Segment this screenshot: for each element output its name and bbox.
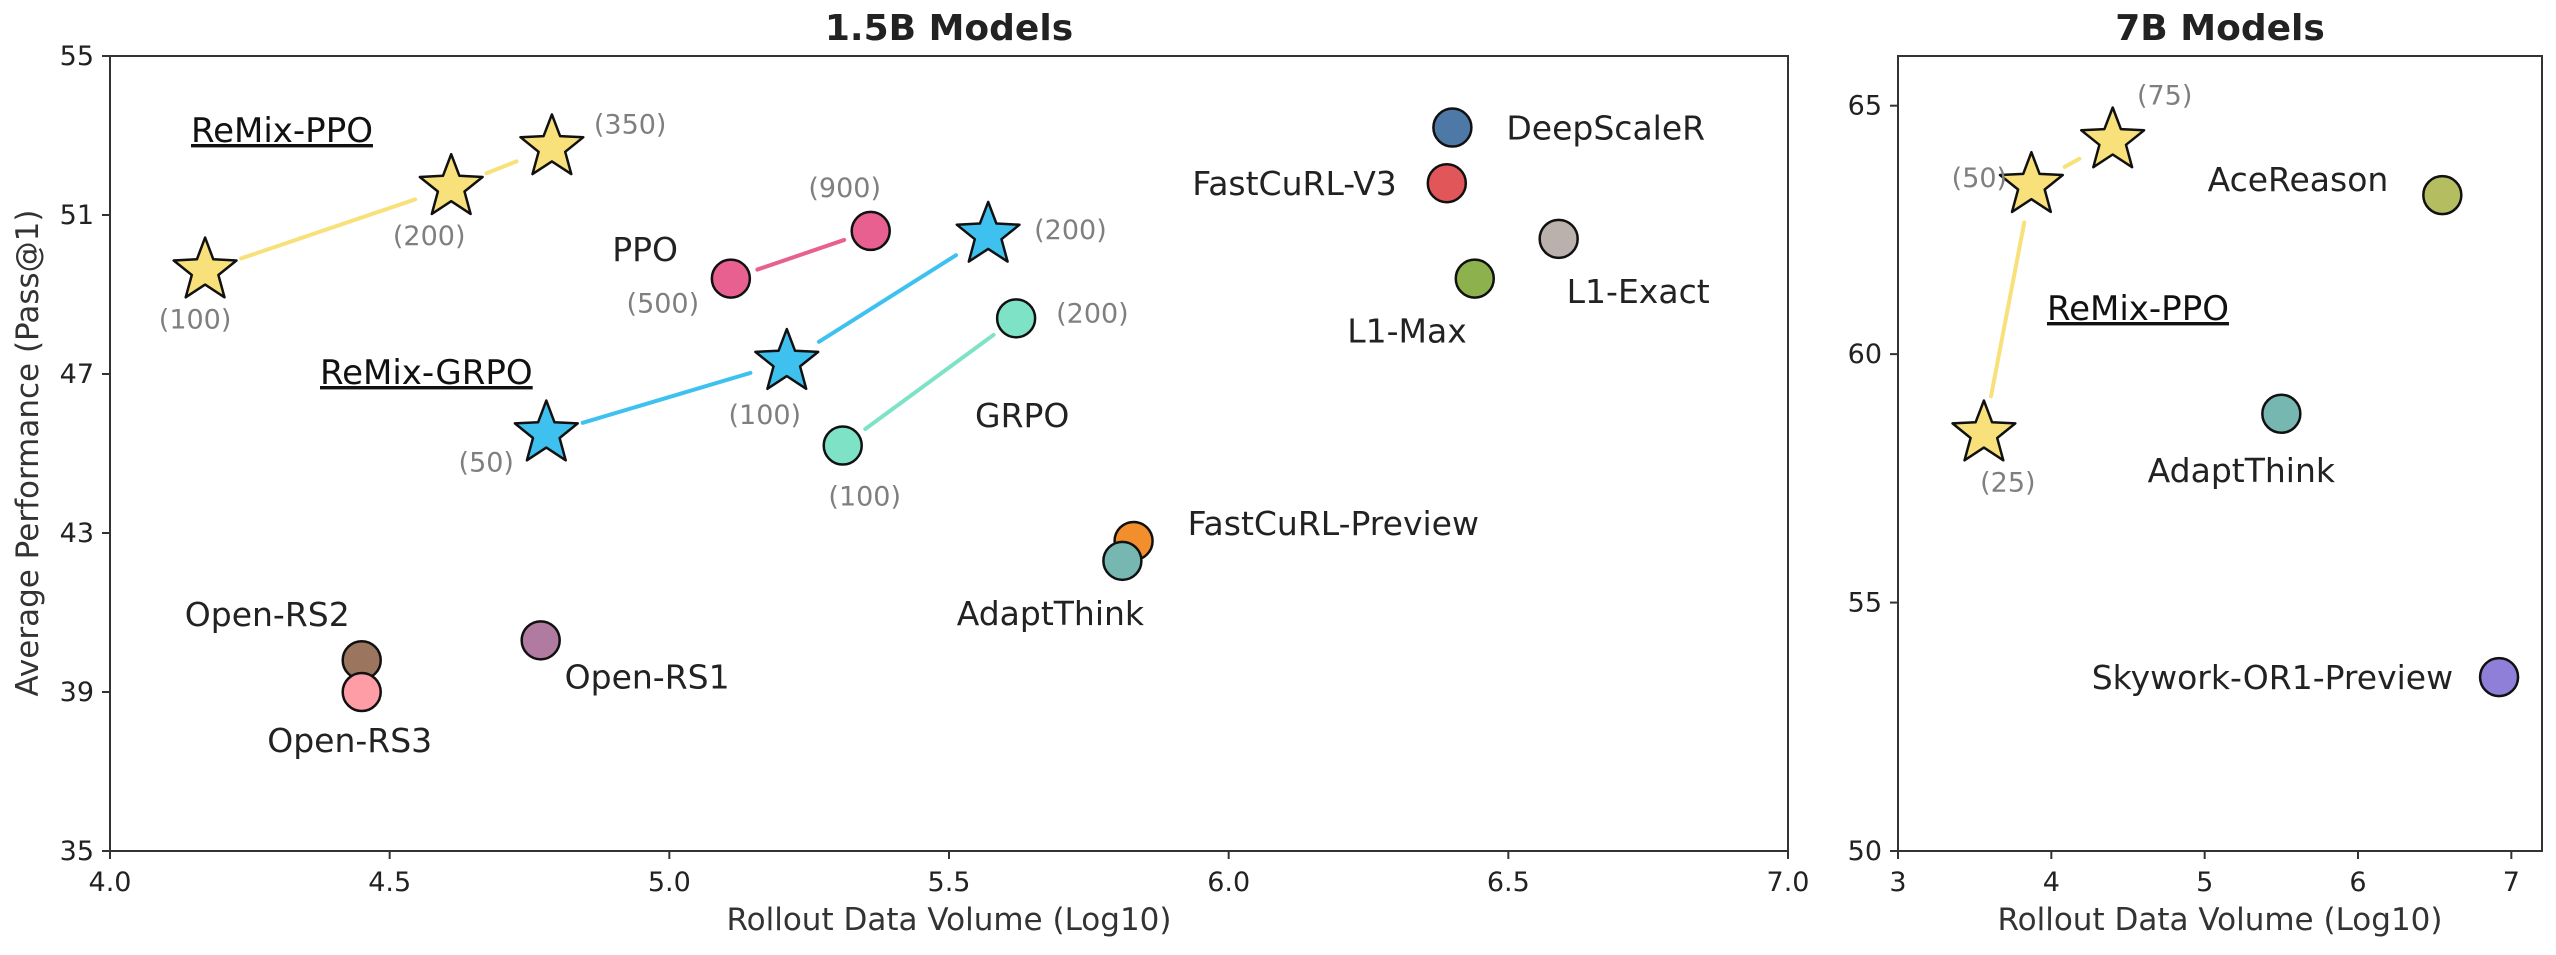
plot-frame — [1897, 55, 2543, 852]
adaptthink-label: AdaptThink — [2148, 451, 2336, 490]
remix-grpo-star-point — [754, 327, 820, 391]
l1-max-label: L1-Max — [1347, 312, 1467, 351]
panel-7b: 7B Models Rollout Data Volume (Log10) 3 4… — [1848, 8, 2543, 938]
remix-ppo-connector — [239, 197, 418, 261]
open-rs1-point — [520, 620, 561, 661]
remix-ppo-count-label: (75) — [2137, 80, 2192, 111]
skywork-or1-preview-point — [2478, 656, 2520, 698]
remix-ppo-star-point — [418, 152, 484, 216]
adaptthink-point — [1102, 540, 1143, 582]
ppo-connector — [755, 237, 847, 272]
x-tick-label: 4.5 — [368, 867, 411, 898]
remix-grpo-series-label: ReMix-GRPO — [320, 353, 533, 393]
ppo-series-label: PPO — [612, 230, 678, 269]
x-tick-label: 5.0 — [648, 867, 691, 898]
remix-grpo-count-label: (200) — [1034, 215, 1107, 246]
x-tick-label: 6 — [2349, 867, 2366, 898]
x-tick-label: 4.0 — [89, 867, 132, 898]
ppo-point — [850, 210, 891, 252]
remix-ppo-connector — [484, 159, 519, 176]
open-rs3-label: Open-RS3 — [267, 721, 432, 760]
remix-ppo-count-label: (50) — [1952, 163, 2007, 194]
remix-ppo-star-point — [519, 113, 585, 176]
deepscaler-label: DeepScaleR — [1506, 109, 1705, 148]
x-axis-label: Rollout Data Volume (Log10) — [727, 902, 1172, 938]
fastcurl-v3-label: FastCuRL-V3 — [1192, 164, 1397, 203]
x-tick-label: 4 — [2043, 867, 2060, 898]
panel-1-5b: 1.5B Models Rollout Data Volume (Log10) … — [10, 8, 1809, 938]
fastcurl-v3-point — [1426, 162, 1468, 204]
fastcurl-preview-label: FastCuRL-Preview — [1188, 504, 1479, 543]
remix-ppo-star-point — [172, 236, 238, 299]
deepscaler-point — [1432, 107, 1473, 148]
grpo-count-label: (200) — [1056, 298, 1129, 329]
remix-ppo-series-label: ReMix-PPO — [2047, 289, 2229, 329]
x-tick-label: 5 — [2196, 867, 2213, 898]
adaptthink-point — [2261, 393, 2302, 434]
remix-ppo-count-label: (25) — [1980, 468, 2035, 499]
remix-grpo-star-point — [955, 200, 1021, 263]
grpo-point — [995, 298, 1037, 339]
remix-grpo-count-label: (100) — [728, 400, 801, 431]
y-tick-label: 43 — [60, 518, 94, 549]
panel-title: 7B Models — [2115, 8, 2325, 49]
y-tick-label: 51 — [60, 200, 94, 231]
ppo-point — [710, 258, 752, 299]
open-rs1-label: Open-RS1 — [565, 657, 730, 696]
l1-exact-label: L1-Exact — [1567, 272, 1710, 311]
remix-ppo-count-label: (200) — [393, 221, 466, 252]
grpo-series-label: GRPO — [975, 396, 1069, 435]
x-tick-label: 3 — [1889, 867, 1906, 898]
remix-ppo-star-point — [2080, 106, 2146, 169]
skywork-or1-preview-label: Skywork-OR1-Preview — [2092, 658, 2453, 697]
ppo-count-label: (900) — [808, 173, 881, 204]
remix-ppo-star-point — [1998, 150, 2065, 214]
y-tick-label: 35 — [60, 836, 94, 867]
panel-title: 1.5B Models — [825, 8, 1073, 49]
y-tick-label: 65 — [1848, 91, 1882, 122]
grpo-connector — [863, 332, 996, 431]
x-tick-label: 6.5 — [1487, 867, 1530, 898]
x-tick-label: 5.5 — [928, 867, 971, 898]
y-tick-label: 50 — [1848, 836, 1882, 867]
y-axis-label: Average Performance (Pass@1) — [10, 210, 46, 697]
remix-ppo-count-label: (100) — [159, 305, 232, 336]
remix-grpo-connector — [580, 370, 753, 425]
l1-exact-point — [1538, 218, 1579, 260]
l1-max-point — [1454, 258, 1496, 299]
grpo-point — [822, 425, 863, 466]
open-rs3-point — [341, 671, 382, 713]
ppo-count-label: (500) — [627, 289, 700, 320]
y-tick-label: 55 — [1848, 588, 1882, 619]
remix-ppo-connector — [1989, 220, 2027, 399]
remix-ppo-star-point — [1951, 399, 2017, 462]
open-rs2-label: Open-RS2 — [185, 595, 350, 634]
acereason-point — [2422, 174, 2463, 216]
y-tick-label: 55 — [60, 41, 94, 72]
remix-grpo-connector — [816, 253, 959, 344]
y-tick-label: 60 — [1848, 339, 1882, 370]
x-axis-label: Rollout Data Volume (Log10) — [1998, 902, 2443, 938]
adaptthink-label: AdaptThink — [957, 594, 1145, 633]
remix-ppo-series-label: ReMix-PPO — [191, 111, 373, 151]
y-tick-label: 47 — [60, 359, 94, 390]
x-tick-label: 6.0 — [1207, 867, 1250, 898]
x-tick-label: 7.0 — [1767, 867, 1810, 898]
remix-ppo-count-label: (350) — [594, 109, 667, 140]
remix-grpo-count-label: (50) — [459, 448, 514, 479]
acereason-label: AceReason — [2208, 160, 2389, 199]
x-tick-label: 7 — [2503, 867, 2520, 898]
remix-ppo-connector — [2062, 156, 2082, 169]
grpo-count-label: (100) — [828, 482, 901, 513]
y-tick-label: 39 — [60, 677, 94, 708]
remix-grpo-star-point — [513, 399, 579, 462]
